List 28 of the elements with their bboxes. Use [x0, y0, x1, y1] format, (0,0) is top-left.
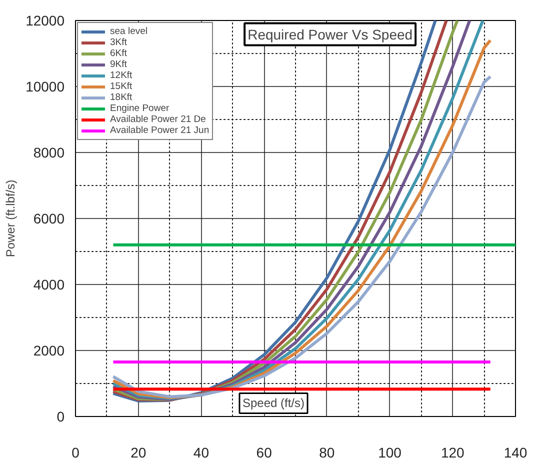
y-axis-title: Power (ft.lbf/s) [4, 180, 18, 258]
y-tick-label: 8000 [33, 144, 65, 160]
legend-label: sea level [110, 26, 148, 37]
y-tick-label: 2000 [33, 342, 65, 358]
x-tick-label: 120 [440, 444, 465, 460]
legend-label: 15Kft [110, 81, 132, 92]
y-tick-label: 4000 [33, 276, 65, 292]
legend-label: 9Kft [110, 59, 128, 70]
y-tick-label: 10000 [26, 78, 65, 94]
legend-label: Available Power 21 Jun [110, 125, 210, 136]
x-tick-label: 100 [378, 444, 402, 460]
x-tick-label: 0 [72, 444, 80, 460]
legend-label: 12Kft [110, 70, 132, 81]
legend-label: 18Kft [110, 92, 132, 103]
y-tick-label: 12000 [26, 12, 65, 28]
legend-label: 6Kft [110, 48, 128, 59]
legend-label: Available Power 21 De [110, 114, 206, 125]
chart-title: Required Power Vs Speed [248, 26, 413, 42]
x-tick-label: 60 [256, 444, 272, 460]
x-axis-title: Speed (ft/s) [242, 396, 305, 410]
x-tick-label: 20 [130, 444, 146, 460]
y-tick-label: 6000 [33, 210, 65, 226]
legend-label: 3Kft [110, 37, 128, 48]
legend-label: Engine Power [110, 103, 170, 114]
x-tick-label: 40 [193, 444, 210, 460]
x-tick-label: 80 [319, 444, 335, 460]
y-tick-label: 0 [56, 408, 65, 424]
x-tick-label: 140 [504, 444, 528, 460]
